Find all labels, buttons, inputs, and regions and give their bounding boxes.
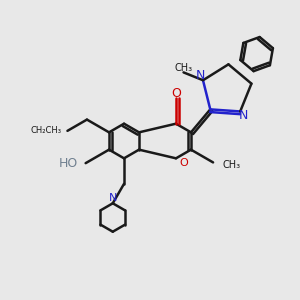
Text: CH₃: CH₃	[222, 160, 240, 170]
Text: O: O	[171, 87, 181, 100]
Text: N: N	[195, 69, 205, 82]
Text: HO: HO	[59, 157, 78, 170]
Text: CH₂CH₃: CH₂CH₃	[31, 126, 62, 135]
Text: N: N	[238, 110, 248, 122]
Text: O: O	[179, 158, 188, 168]
Text: N: N	[109, 193, 117, 203]
Text: CH₃: CH₃	[175, 63, 193, 73]
